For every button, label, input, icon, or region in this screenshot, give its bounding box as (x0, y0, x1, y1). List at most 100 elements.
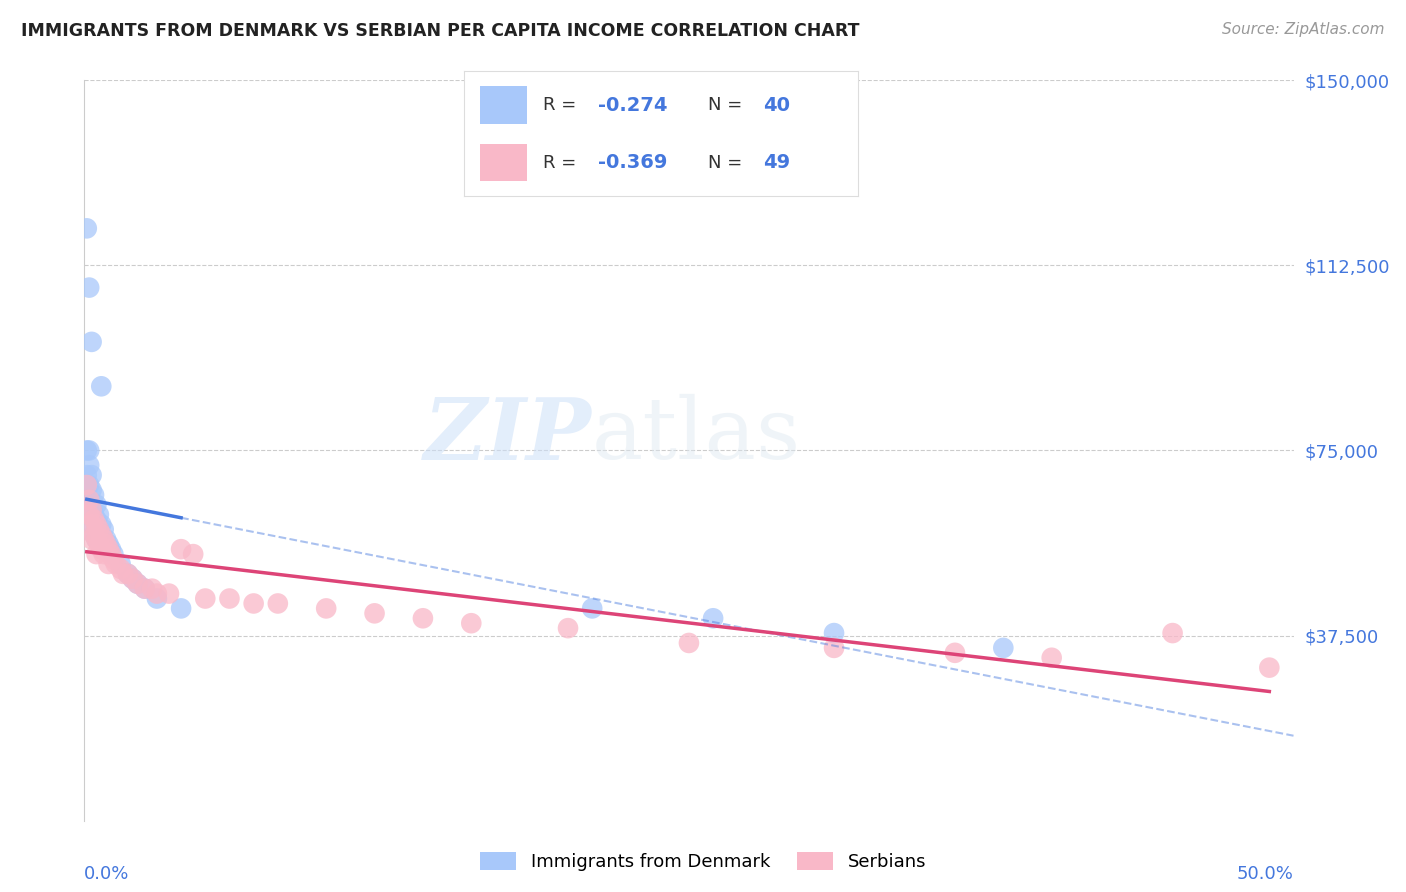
Point (76, 468, 98, 483)
Point (100, 542, 122, 557)
Point (121, 572, 143, 586)
Point (77, 492, 100, 507)
Text: Source: ZipAtlas.com: Source: ZipAtlas.com (1222, 22, 1385, 37)
Point (97, 537, 120, 551)
Point (1161, 626, 1184, 640)
Point (87, 537, 110, 551)
Point (581, 601, 603, 615)
Point (93, 547, 115, 561)
Point (80, 483, 103, 497)
Point (1040, 650, 1063, 665)
Point (993, 640, 1015, 655)
Text: N =: N = (709, 153, 748, 171)
Point (127, 576, 149, 591)
Text: R =: R = (543, 153, 582, 171)
Text: ZIP: ZIP (425, 394, 592, 477)
Point (702, 611, 724, 625)
Point (141, 582, 163, 596)
Point (112, 566, 135, 581)
Point (93, 537, 115, 551)
Text: 0.0%: 0.0% (84, 865, 129, 883)
Point (77, 478, 100, 492)
Point (100, 547, 122, 561)
Point (315, 601, 337, 615)
Point (86, 498, 108, 512)
Text: 40: 40 (763, 95, 790, 114)
Point (127, 576, 149, 591)
Point (218, 591, 240, 606)
Point (103, 552, 125, 566)
Point (94, 533, 117, 547)
Text: IMMIGRANTS FROM DENMARK VS SERBIAN PER CAPITA INCOME CORRELATION CHART: IMMIGRANTS FROM DENMARK VS SERBIAN PER C… (21, 22, 859, 40)
Point (823, 640, 845, 655)
Point (80, 533, 103, 547)
Point (134, 582, 156, 596)
Point (83, 527, 105, 541)
Text: R =: R = (543, 96, 582, 114)
Point (76, 221, 98, 235)
Legend: Immigrants from Denmark, Serbians: Immigrants from Denmark, Serbians (472, 845, 934, 879)
Point (77, 508, 100, 522)
Point (80, 517, 103, 532)
Point (181, 547, 204, 561)
Point (86, 533, 108, 547)
Point (80, 502, 103, 516)
Point (76, 478, 98, 492)
Point (412, 611, 434, 625)
FancyBboxPatch shape (479, 87, 527, 124)
Point (87, 523, 110, 537)
Point (97, 542, 120, 557)
Text: -0.274: -0.274 (598, 95, 668, 114)
Point (86, 547, 108, 561)
Point (77, 508, 100, 522)
FancyBboxPatch shape (479, 144, 527, 181)
Point (86, 517, 108, 532)
Point (1258, 660, 1281, 674)
Text: 49: 49 (763, 153, 790, 172)
Point (146, 591, 169, 606)
Point (146, 586, 169, 600)
Point (117, 566, 139, 581)
Point (83, 508, 105, 522)
Point (80, 502, 103, 516)
Text: -0.369: -0.369 (598, 153, 668, 172)
Point (363, 607, 385, 621)
Point (80, 334, 103, 349)
Point (76, 492, 98, 507)
Point (83, 488, 105, 502)
Point (76, 443, 98, 458)
Point (90, 533, 112, 547)
Point (77, 280, 100, 294)
Point (117, 566, 139, 581)
Point (157, 586, 180, 600)
Point (90, 527, 112, 541)
Point (194, 591, 217, 606)
Point (104, 557, 127, 571)
Point (242, 597, 264, 611)
Point (76, 478, 98, 492)
Point (83, 527, 105, 541)
Text: atlas: atlas (592, 394, 801, 477)
Point (93, 523, 115, 537)
Point (557, 621, 579, 635)
Point (267, 597, 290, 611)
Point (87, 523, 110, 537)
Point (110, 557, 132, 571)
Point (77, 492, 100, 507)
Point (80, 468, 103, 483)
Point (97, 557, 120, 571)
Point (170, 542, 193, 557)
Point (90, 517, 112, 532)
Point (86, 533, 108, 547)
Text: 50.0%: 50.0% (1237, 865, 1294, 883)
Point (103, 547, 125, 561)
Point (83, 512, 105, 526)
Point (90, 542, 112, 557)
Point (943, 646, 966, 660)
Text: N =: N = (709, 96, 748, 114)
Point (823, 626, 845, 640)
Point (90, 379, 112, 393)
Point (87, 508, 110, 522)
Point (460, 616, 482, 631)
Point (80, 517, 103, 532)
